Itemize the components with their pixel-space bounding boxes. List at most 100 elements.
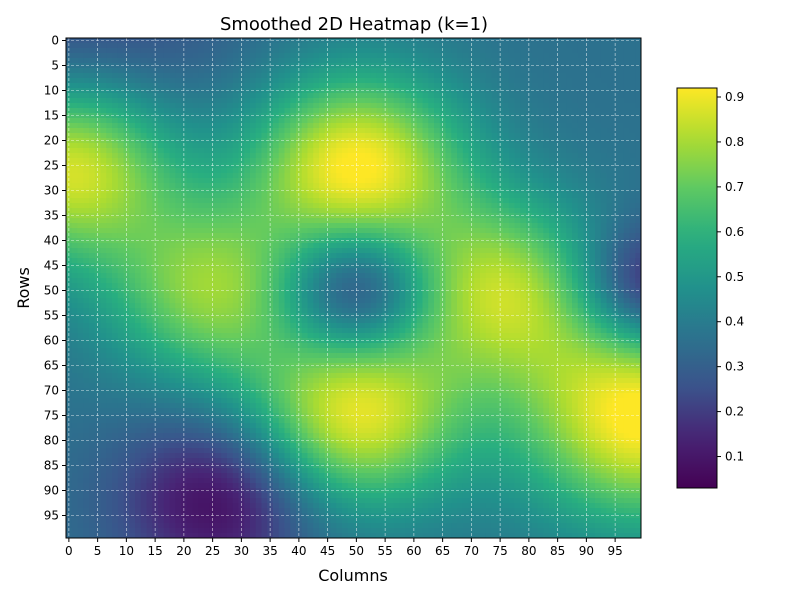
- heatmap-cell: [330, 178, 337, 184]
- heatmap-cell: [290, 93, 297, 99]
- heatmap-cell: [566, 153, 573, 159]
- heatmap-cell: [347, 208, 354, 214]
- heatmap-cell: [560, 173, 567, 179]
- heatmap-cell: [83, 83, 90, 89]
- heatmap-cell: [462, 88, 469, 94]
- heatmap-cell: [89, 108, 96, 114]
- heatmap-cell: [83, 273, 90, 279]
- heatmap-cell: [503, 43, 510, 49]
- heatmap-cell: [232, 138, 239, 144]
- heatmap-cell: [290, 73, 297, 79]
- heatmap-cell: [388, 53, 395, 59]
- heatmap-cell: [531, 113, 538, 119]
- heatmap-cell: [117, 208, 124, 214]
- heatmap-cell: [485, 193, 492, 199]
- heatmap-cell: [422, 213, 429, 219]
- heatmap-cell: [140, 58, 147, 64]
- heatmap-cell: [457, 278, 464, 284]
- heatmap-cell: [319, 273, 326, 279]
- heatmap-cell: [359, 58, 366, 64]
- heatmap-cell: [405, 233, 412, 239]
- heatmap-cell: [313, 283, 320, 289]
- heatmap-cell: [117, 88, 124, 94]
- heatmap-cell: [589, 243, 596, 249]
- heatmap-cell: [451, 268, 458, 274]
- heatmap-cell: [158, 118, 165, 124]
- heatmap-cell: [313, 68, 320, 74]
- heatmap-cell: [146, 123, 153, 129]
- heatmap-cell: [503, 243, 510, 249]
- heatmap-cell: [606, 278, 613, 284]
- heatmap-cell: [491, 43, 498, 49]
- heatmap-cell: [422, 143, 429, 149]
- heatmap-cell: [365, 218, 372, 224]
- heatmap-cell: [537, 78, 544, 84]
- heatmap-cell: [100, 203, 107, 209]
- heatmap-cell: [595, 53, 602, 59]
- heatmap-cell: [457, 43, 464, 49]
- heatmap-cell: [100, 253, 107, 259]
- heatmap-cell: [186, 108, 193, 114]
- heatmap-cell: [503, 223, 510, 229]
- heatmap-cell: [336, 93, 343, 99]
- heatmap-cell: [135, 283, 142, 289]
- heatmap-cell: [140, 273, 147, 279]
- heatmap-cell: [416, 238, 423, 244]
- heatmap-cell: [416, 208, 423, 214]
- heatmap-cell: [71, 218, 78, 224]
- heatmap-cell: [445, 208, 452, 214]
- heatmap-cell: [232, 38, 239, 44]
- heatmap-cell: [227, 178, 234, 184]
- heatmap-cell: [543, 203, 550, 209]
- heatmap-cell: [135, 208, 142, 214]
- heatmap-cell: [393, 168, 400, 174]
- heatmap-cell: [422, 268, 429, 274]
- heatmap-cell: [71, 198, 78, 204]
- heatmap-cell: [204, 183, 211, 189]
- heatmap-cell: [290, 53, 297, 59]
- heatmap-cell: [313, 178, 320, 184]
- heatmap-cell: [347, 148, 354, 154]
- heatmap-cell: [416, 283, 423, 289]
- heatmap-cell: [319, 108, 326, 114]
- heatmap-cell: [186, 183, 193, 189]
- heatmap-cell: [531, 58, 538, 64]
- heatmap-cell: [589, 73, 596, 79]
- heatmap-cell: [221, 128, 228, 134]
- heatmap-cell: [434, 93, 441, 99]
- heatmap-cell: [175, 148, 182, 154]
- heatmap-cell: [577, 228, 584, 234]
- heatmap-cell: [537, 208, 544, 214]
- heatmap-cell: [221, 118, 228, 124]
- heatmap-cell: [577, 38, 584, 44]
- heatmap-cell: [457, 243, 464, 249]
- heatmap-cell: [83, 93, 90, 99]
- heatmap-cell: [474, 268, 481, 274]
- heatmap-cell: [543, 118, 550, 124]
- heatmap-cell: [623, 268, 630, 274]
- heatmap-cell: [445, 243, 452, 249]
- heatmap-cell: [215, 273, 222, 279]
- heatmap-cell: [215, 48, 222, 54]
- heatmap-cell: [83, 133, 90, 139]
- heatmap-cell: [606, 128, 613, 134]
- heatmap-cell: [531, 183, 538, 189]
- heatmap-cell: [135, 133, 142, 139]
- heatmap-cell: [595, 123, 602, 129]
- heatmap-cell: [342, 53, 349, 59]
- heatmap-cell: [549, 153, 556, 159]
- heatmap-cell: [255, 133, 262, 139]
- heatmap-cell: [457, 223, 464, 229]
- heatmap-cell: [140, 103, 147, 109]
- heatmap-cell: [618, 183, 625, 189]
- heatmap-cell: [618, 178, 625, 184]
- heatmap-cell: [71, 68, 78, 74]
- heatmap-cell: [129, 108, 136, 114]
- heatmap-cell: [595, 98, 602, 104]
- heatmap-cell: [365, 198, 372, 204]
- heatmap-cell: [221, 148, 228, 154]
- heatmap-cell: [577, 253, 584, 259]
- heatmap-cell: [227, 53, 234, 59]
- heatmap-cell: [531, 98, 538, 104]
- heatmap-cell: [623, 93, 630, 99]
